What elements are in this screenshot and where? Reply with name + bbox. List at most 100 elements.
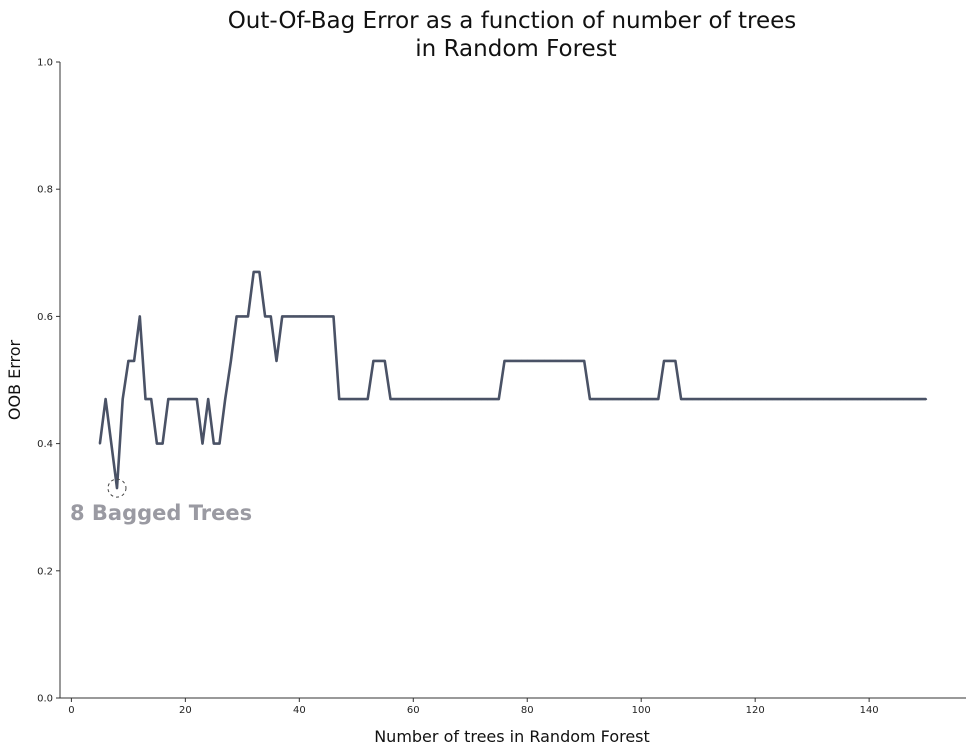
x-tick-label: 20 <box>179 705 192 716</box>
data-point <box>338 398 341 401</box>
data-point <box>229 359 232 362</box>
data-point <box>201 442 204 445</box>
data-point <box>429 398 432 401</box>
data-point <box>771 398 774 401</box>
data-point <box>606 398 609 401</box>
data-point <box>879 398 882 401</box>
data-point <box>526 359 529 362</box>
y-tick-label: 0.0 <box>37 694 53 705</box>
data-point <box>315 315 318 318</box>
data-point <box>474 398 477 401</box>
data-point <box>657 398 660 401</box>
data-point <box>782 398 785 401</box>
data-point <box>566 359 569 362</box>
chart-title: Out-Of-Bag Error as a function of number… <box>228 8 797 34</box>
data-point <box>110 442 113 445</box>
data-point <box>805 398 808 401</box>
data-point <box>617 398 620 401</box>
data-point <box>275 359 278 362</box>
data-point <box>167 398 170 401</box>
data-point <box>714 398 717 401</box>
data-point <box>862 398 865 401</box>
data-point <box>440 398 443 401</box>
chart-title-line2: in Random Forest <box>415 36 616 62</box>
data-point <box>372 359 375 362</box>
data-point <box>349 398 352 401</box>
data-point <box>332 315 335 318</box>
x-tick-label: 40 <box>293 705 306 716</box>
data-point <box>446 398 449 401</box>
data-point <box>919 398 922 401</box>
data-point <box>776 398 779 401</box>
data-point <box>486 398 489 401</box>
data-point <box>463 398 466 401</box>
data-point <box>366 398 369 401</box>
data-point <box>184 398 187 401</box>
data-point <box>822 398 825 401</box>
data-point <box>503 359 506 362</box>
x-axis-label: Number of trees in Random Forest <box>374 727 650 746</box>
data-point <box>383 359 386 362</box>
data-point <box>851 398 854 401</box>
oob-error-series-line <box>98 270 927 490</box>
data-point <box>543 359 546 362</box>
data-point <box>389 398 392 401</box>
x-tick-label: 0 <box>68 705 74 716</box>
y-tick-label: 0.8 <box>37 185 53 196</box>
data-point <box>663 359 665 362</box>
data-point <box>514 359 517 362</box>
annotation-label: 8 Bagged Trees <box>70 501 252 525</box>
data-point <box>856 398 859 401</box>
data-point <box>435 398 438 401</box>
data-point <box>457 398 460 401</box>
data-point <box>702 398 705 401</box>
data-point <box>623 398 626 401</box>
data-point <box>292 315 295 318</box>
data-point <box>343 398 346 401</box>
data-point <box>549 359 552 362</box>
data-point <box>902 398 905 401</box>
data-point <box>355 398 358 401</box>
data-point <box>913 398 916 401</box>
data-point <box>611 398 614 401</box>
data-point <box>395 398 398 401</box>
data-point <box>406 398 409 401</box>
data-point <box>172 398 175 401</box>
data-point <box>719 398 722 401</box>
data-point <box>480 398 483 401</box>
data-point <box>839 398 842 401</box>
y-tick-label: 0.6 <box>37 312 53 323</box>
data-point <box>697 398 700 401</box>
data-point <box>685 398 688 401</box>
data-point <box>247 315 250 318</box>
data-point <box>737 398 740 401</box>
data-point <box>144 398 147 401</box>
data-point <box>235 315 238 318</box>
data-point <box>326 315 329 318</box>
data-point <box>469 398 472 401</box>
x-tick-label: 140 <box>860 705 879 716</box>
data-point <box>651 398 654 401</box>
y-tick-label: 0.2 <box>37 566 53 577</box>
data-point <box>452 398 455 401</box>
data-point <box>492 398 495 401</box>
data-point <box>885 398 888 401</box>
data-point <box>309 315 312 318</box>
data-point <box>423 398 426 401</box>
data-point <box>298 315 301 318</box>
data-point <box>925 398 928 401</box>
x-tick-label: 120 <box>746 705 765 716</box>
data-point <box>195 398 198 401</box>
data-point <box>361 398 363 401</box>
data-point <box>754 398 757 401</box>
y-tick-label: 0.4 <box>37 439 53 450</box>
data-point <box>104 398 107 401</box>
data-point <box>127 359 130 362</box>
data-point <box>269 315 272 318</box>
data-point <box>868 398 871 401</box>
data-point <box>537 359 540 362</box>
data-point <box>845 398 848 401</box>
data-point <box>224 398 227 401</box>
data-point <box>748 398 751 401</box>
data-point <box>594 398 597 401</box>
